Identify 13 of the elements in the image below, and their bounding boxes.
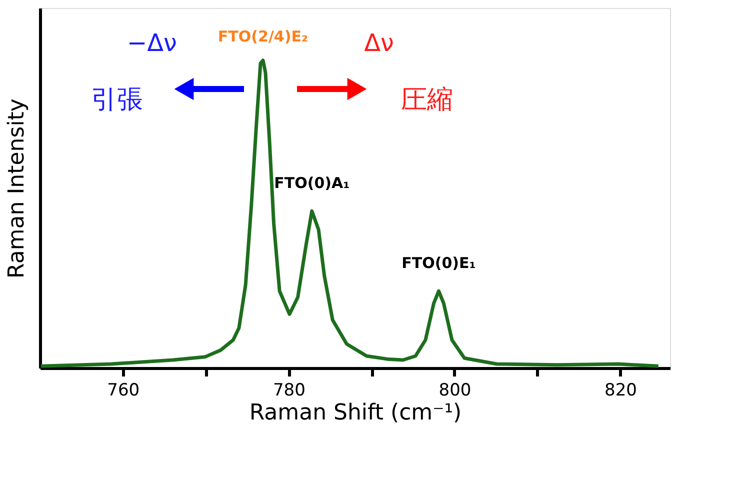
y-axis-title: Raman Intensity	[4, 98, 30, 278]
annotation: 圧縮	[401, 85, 453, 115]
x-tick-label: 760	[107, 380, 140, 400]
annotation: FTO(0)A₁	[274, 174, 350, 192]
text: −Δν	[127, 29, 177, 57]
annotation: FTO(2/4)E₂	[218, 27, 308, 46]
annotation: 引張	[91, 85, 143, 115]
x-tick-label: 820	[604, 380, 637, 400]
x-tick-label: 800	[438, 380, 472, 400]
text: Δν	[364, 29, 394, 57]
annotation: FTO(0)E₁	[402, 254, 476, 272]
x-tick-label: 780	[272, 380, 306, 400]
x-axis-title: Raman Shift (cm⁻¹)	[249, 400, 462, 426]
